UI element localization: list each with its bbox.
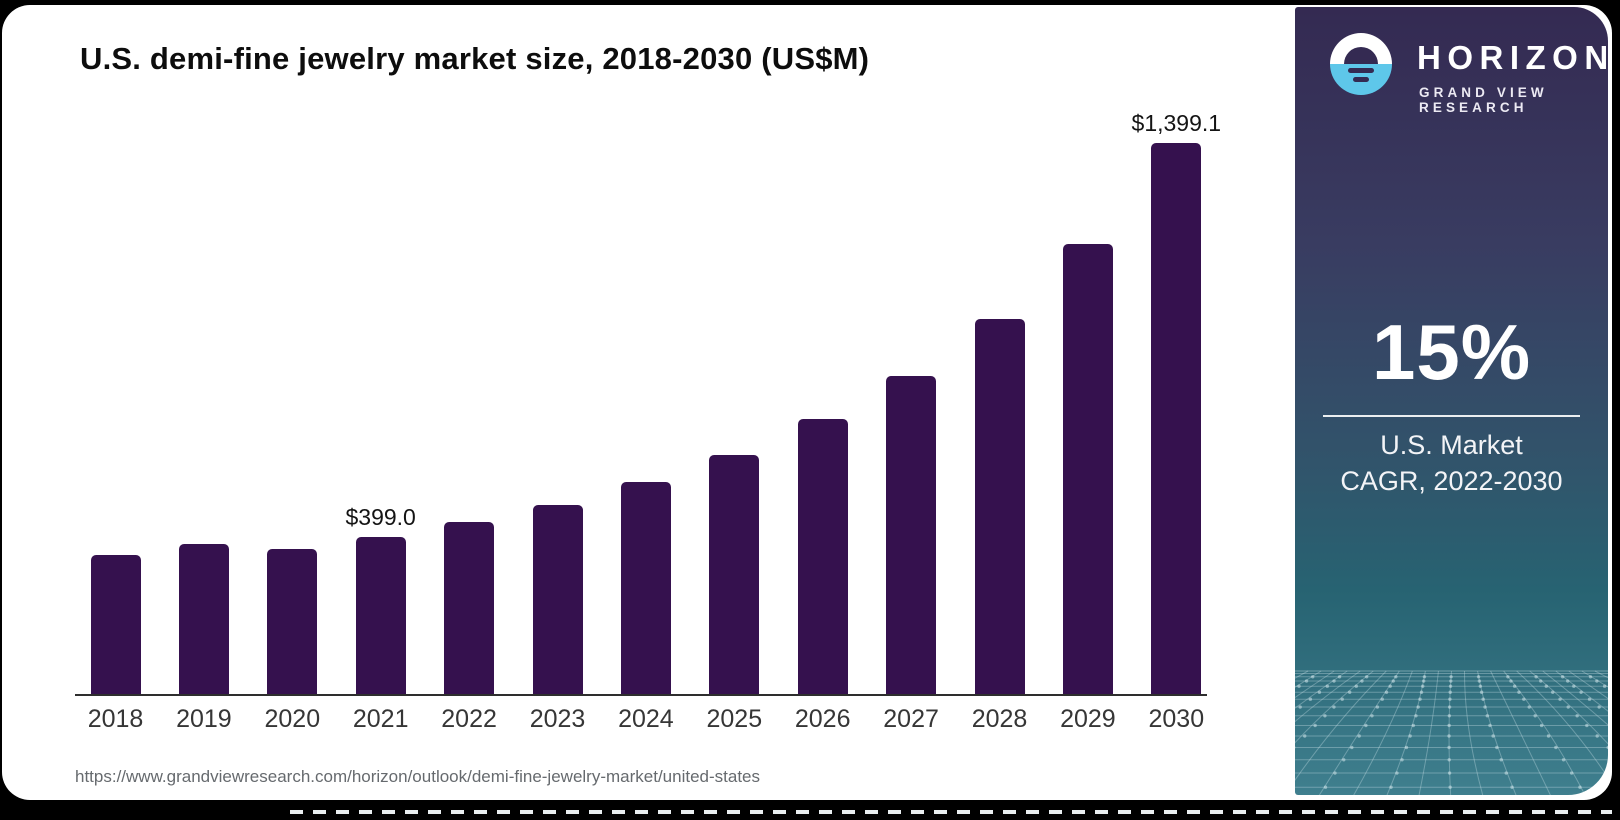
bar-2029 bbox=[1062, 244, 1113, 694]
bar-2023 bbox=[532, 505, 583, 694]
sun-reflection-line bbox=[1348, 68, 1374, 73]
x-axis-label-2022: 2022 bbox=[441, 705, 497, 733]
cagr-stat-label: U.S. Market CAGR, 2022-2030 bbox=[1295, 427, 1608, 499]
data-label-2030: $1,399.1 bbox=[1131, 110, 1222, 136]
x-axis-label-2024: 2024 bbox=[618, 705, 674, 733]
bar-2030 bbox=[1151, 143, 1202, 694]
bar-2028 bbox=[974, 319, 1025, 694]
bar-2019 bbox=[178, 544, 229, 694]
x-axis-label-2025: 2025 bbox=[706, 705, 763, 733]
x-axis-label-2019: 2019 bbox=[176, 705, 232, 733]
bar-2025 bbox=[709, 455, 760, 694]
brand-name: HORIZON bbox=[1417, 39, 1608, 76]
chart-card: U.S. demi-fine jewelry market size, 2018… bbox=[2, 5, 1612, 800]
bar-2024 bbox=[620, 482, 671, 694]
bar-2026 bbox=[797, 419, 848, 694]
brand-logo: HORIZON GRAND VIEW RESEARCH bbox=[1295, 7, 1608, 127]
x-axis-label-2029: 2029 bbox=[1060, 705, 1116, 733]
bar-2020 bbox=[267, 549, 318, 694]
x-axis-line bbox=[75, 694, 1207, 696]
x-axis-label-2027: 2027 bbox=[883, 705, 939, 733]
plot-area: 2018 2019 2020 2021 $399.0 2022 2023 2024 2025 20… bbox=[2, 5, 1292, 800]
wireframe-mesh-graphic bbox=[1295, 670, 1608, 795]
cagr-stat-value: 15% bbox=[1371, 308, 1532, 396]
bar-2021 bbox=[355, 537, 406, 694]
x-axis-label-2030: 2030 bbox=[1148, 705, 1205, 733]
bottom-dashed-edge bbox=[290, 810, 1612, 814]
stat-divider bbox=[1323, 415, 1580, 417]
bar-2022 bbox=[444, 522, 495, 694]
sun-semicircle bbox=[1344, 47, 1378, 64]
sunrise-icon bbox=[1330, 33, 1392, 95]
chart-title: U.S. demi-fine jewelry market size, 2018… bbox=[80, 41, 870, 76]
sidebar-panel: HORIZON GRAND VIEW RESEARCH 15% U.S. Mar… bbox=[1295, 7, 1608, 795]
x-axis-label-2018: 2018 bbox=[87, 705, 144, 733]
sun-reflection-line bbox=[1353, 77, 1369, 82]
cagr-stat-label-line1: U.S. Market bbox=[1380, 430, 1523, 460]
bar-2027 bbox=[886, 376, 937, 694]
x-axis-label-2020: 2020 bbox=[264, 705, 321, 733]
bar-2018 bbox=[90, 555, 141, 694]
x-axis-label-2023: 2023 bbox=[529, 705, 586, 733]
x-axis-label-2021: 2021 bbox=[352, 705, 409, 733]
x-axis-label-2028: 2028 bbox=[971, 705, 1028, 733]
source-url: https://www.grandviewresearch.com/horizo… bbox=[75, 767, 761, 786]
brand-subtitle: GRAND VIEW RESEARCH bbox=[1419, 85, 1548, 115]
cagr-stat-label-line2: CAGR, 2022-2030 bbox=[1340, 466, 1563, 496]
data-label-2021: $399.0 bbox=[345, 504, 416, 530]
x-axis-label-2026: 2026 bbox=[794, 705, 851, 733]
